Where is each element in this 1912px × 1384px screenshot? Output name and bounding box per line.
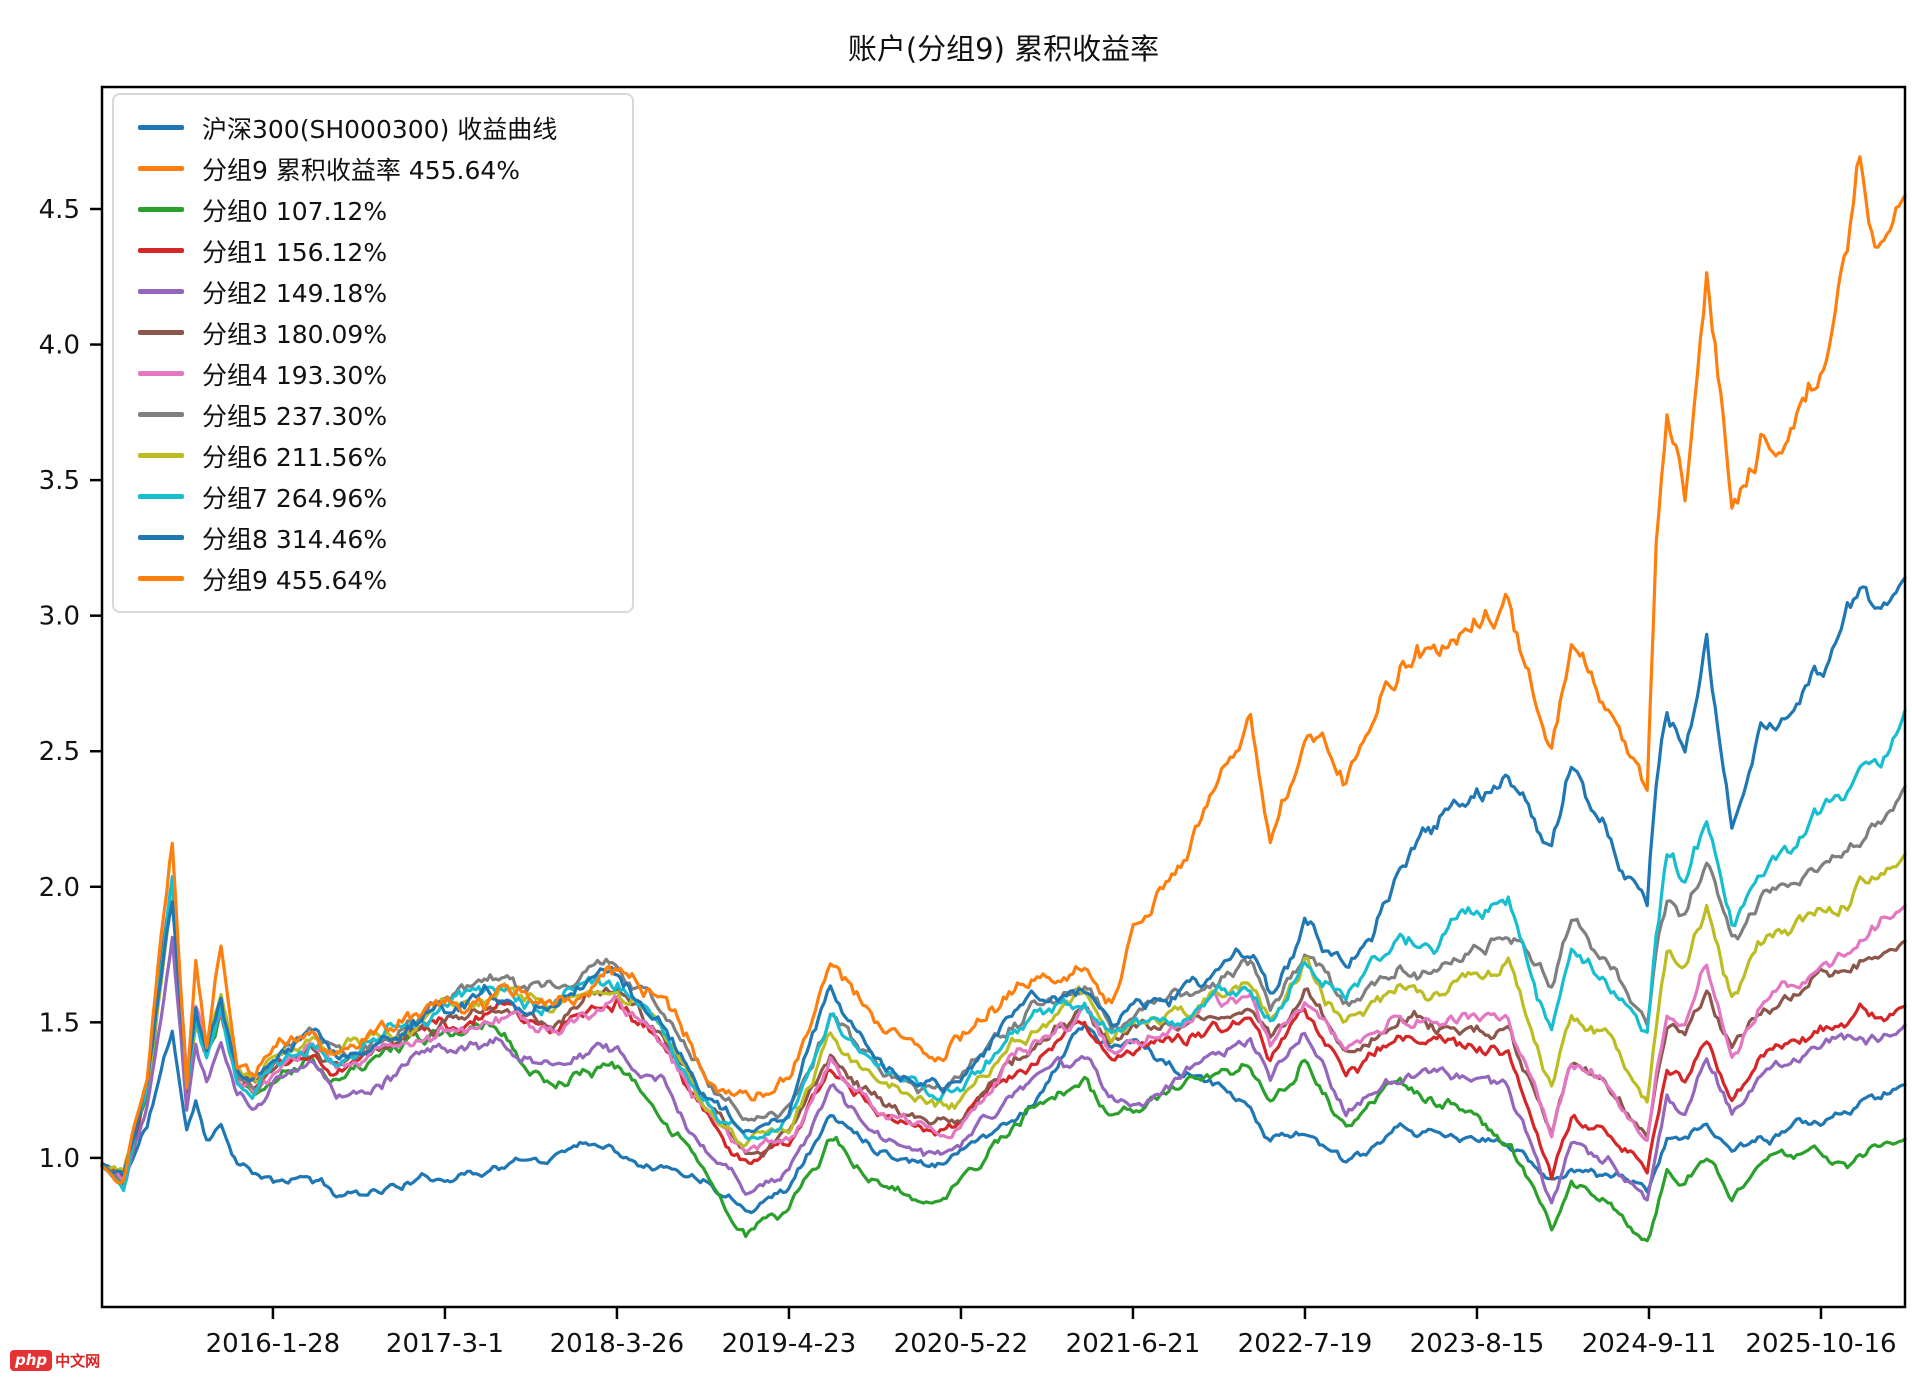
y-tick-label: 2.5: [39, 737, 80, 767]
y-tick-label: 3.5: [39, 466, 80, 496]
php-badge: php: [10, 1350, 53, 1371]
legend-item-label: 分组3 180.09%: [202, 319, 388, 349]
legend-item-label: 分组8 314.46%: [202, 524, 388, 554]
legend-line-swatch: [138, 494, 184, 499]
legend-item-label: 分组6 211.56%: [202, 442, 388, 472]
x-tick-label: 2018-3-26: [550, 1329, 685, 1359]
legend-item: 分组9 累积收益率 455.64%: [128, 148, 614, 189]
legend-item: 分组9 455.64%: [128, 558, 614, 599]
legend-item-label: 分组4 193.30%: [202, 360, 388, 390]
legend-item: 分组0 107.12%: [128, 189, 614, 230]
y-tick-label: 2.0: [39, 873, 80, 903]
x-tick-label: 2020-5-22: [894, 1329, 1029, 1359]
x-tick-label: 2017-3-1: [386, 1329, 504, 1359]
series-line-分组9: [100, 155, 1907, 1185]
watermark-php-logo: php 中文网: [10, 1350, 100, 1371]
series-line-分组4: [100, 895, 1907, 1181]
axes-frame: [100, 85, 1907, 1309]
legend-item-label: 分组7 264.96%: [202, 483, 388, 513]
legend-item: 分组6 211.56%: [128, 435, 614, 476]
legend-item: 分组8 314.46%: [128, 517, 614, 558]
legend-line-swatch: [138, 453, 184, 458]
legend-line-swatch: [138, 576, 184, 581]
y-tick-label: 1.0: [39, 1144, 80, 1174]
chart-title: 账户(分组9) 累积收益率: [847, 32, 1160, 66]
series-line-分组3: [100, 877, 1907, 1181]
legend-line-swatch: [138, 371, 184, 376]
x-tick-label: 2021-6-21: [1066, 1329, 1201, 1359]
y-tick-label: 4.0: [39, 331, 80, 361]
legend-item-label: 分组1 156.12%: [202, 237, 388, 267]
y-tick-label: 3.0: [39, 602, 80, 632]
series-line-分组8: [100, 576, 1907, 1177]
legend-item: 分组5 237.30%: [128, 394, 614, 435]
legend-item: 分组2 149.18%: [128, 271, 614, 312]
series-line-分组7: [100, 709, 1907, 1192]
x-tick-label: 2016-1-28: [206, 1329, 341, 1359]
legend-item: 分组1 156.12%: [128, 230, 614, 271]
legend-item-label: 分组0 107.12%: [202, 196, 388, 226]
legend-item: 沪深300(SH000300) 收益曲线: [128, 107, 614, 148]
legend-line-swatch: [138, 289, 184, 294]
watermark-text: 中文网: [55, 1352, 101, 1370]
series-line-分组5: [100, 784, 1907, 1183]
series-line-沪深300(SH000300): [100, 1023, 1907, 1215]
x-tick-label: 2024-9-11: [1582, 1329, 1717, 1359]
legend: 沪深300(SH000300) 收益曲线 分组9 累积收益率 455.64% 分…: [112, 93, 634, 613]
legend-line-swatch: [138, 535, 184, 540]
series-line-分组2: [100, 935, 1907, 1205]
legend-item: 分组7 264.96%: [128, 476, 614, 517]
legend-line-swatch: [138, 248, 184, 253]
legend-line-swatch: [138, 330, 184, 335]
y-tick-label: 4.5: [39, 195, 80, 225]
legend-item-label: 分组5 237.30%: [202, 401, 388, 431]
legend-line-swatch: [138, 207, 184, 212]
y-tick-label: 1.5: [39, 1008, 80, 1038]
x-tick-label: 2023-8-15: [1410, 1329, 1545, 1359]
x-tick-label: 2025-10-16: [1745, 1329, 1896, 1359]
legend-line-swatch: [138, 125, 184, 130]
legend-item: 分组4 193.30%: [128, 353, 614, 394]
x-tick-label: 2022-7-19: [1238, 1329, 1373, 1359]
legend-item-label: 分组9 累积收益率 455.64%: [202, 155, 521, 185]
legend-item: 分组3 180.09%: [128, 312, 614, 353]
legend-item-label: 分组9 455.64%: [202, 565, 388, 595]
legend-line-swatch: [138, 412, 184, 417]
legend-item-label: 沪深300(SH000300) 收益曲线: [202, 114, 558, 144]
x-tick-label: 2019-4-23: [722, 1329, 857, 1359]
legend-line-swatch: [138, 166, 184, 171]
legend-item-label: 分组2 149.18%: [202, 278, 388, 308]
